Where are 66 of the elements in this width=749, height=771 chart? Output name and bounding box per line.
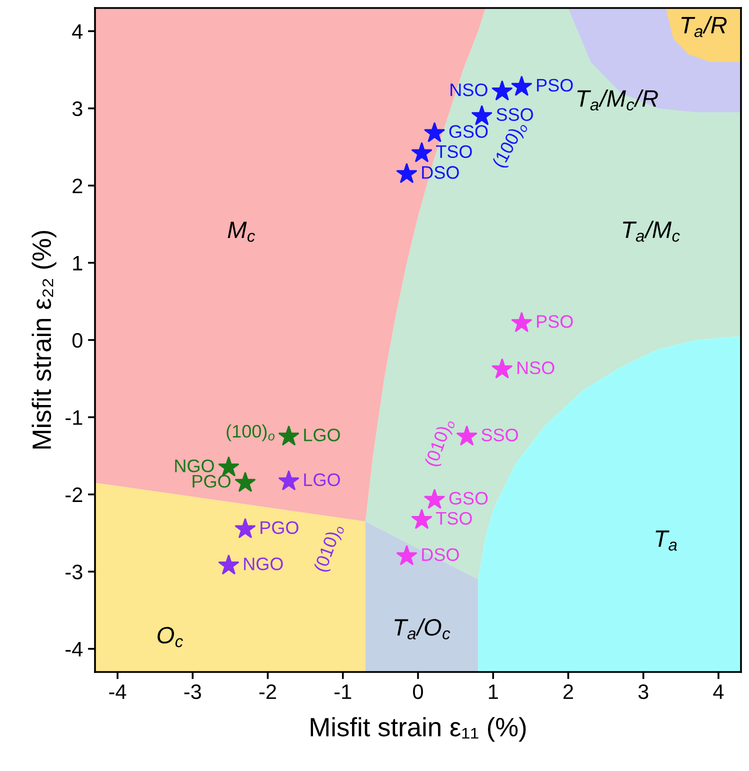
x-tick-label: -3 (184, 684, 201, 700)
text: (010)$_{o}$ (424, 418, 456, 468)
data-label: GSO (449, 492, 488, 505)
point (278, 425, 300, 446)
data-label: PSO (537, 315, 573, 328)
annotation: T$_{a}$/M$_{c}$ (622, 220, 680, 242)
data-label: NSO (450, 83, 488, 96)
point (278, 470, 300, 490)
y-tick-label: 4 (72, 24, 83, 39)
data-label: TSO (436, 512, 472, 525)
point (234, 472, 256, 492)
series-label: (100)$_{o}$ (226, 424, 275, 442)
point (424, 488, 446, 509)
data-label: PSO (537, 78, 573, 92)
point (424, 122, 446, 142)
point (411, 508, 432, 530)
x-tick-label: 3 (638, 684, 648, 700)
data-label: SSO (482, 428, 518, 442)
data-label: LGO (304, 428, 340, 442)
y-tick-label: -2 (66, 487, 82, 502)
x-tick-label: 2 (563, 684, 573, 699)
point (396, 162, 418, 184)
annotation: T$_{a}$ (656, 530, 677, 551)
x-tick-label: 1 (488, 684, 498, 699)
y-axis-title: Misfit strain ε₂₂ (%) (32, 230, 56, 449)
y-tick-label: 1 (73, 256, 82, 270)
y-tick-label: -4 (66, 642, 83, 656)
x-tick-label: 0 (413, 684, 423, 700)
x-tick-label: -1 (334, 684, 352, 699)
y-tick-label: -3 (66, 564, 82, 580)
text: (100)$_{o}$ (492, 120, 529, 170)
data-label: GSO (449, 125, 488, 138)
point (456, 425, 478, 446)
annotation: T$_{a}$/O$_{c}$ (394, 618, 450, 640)
data-label: TSO (436, 145, 472, 158)
annotation: M$_{c}$ (228, 222, 256, 242)
point (471, 104, 492, 126)
data-label: PGO (260, 521, 298, 534)
y-tick-label: 2 (72, 178, 82, 194)
data-label: PGO (192, 474, 230, 488)
x-tick-label: -2 (259, 684, 276, 699)
data-label: LGO (304, 473, 340, 486)
annotation: T$_{a}$/M$_{c}$/R (577, 90, 658, 111)
point (411, 142, 432, 162)
point (492, 358, 513, 378)
point (396, 545, 418, 566)
point (492, 80, 513, 101)
y-tick-label: 3 (72, 101, 82, 116)
point (234, 518, 256, 538)
data-label: SSO (496, 108, 534, 121)
text: (010)$_{o}$ (313, 522, 346, 574)
point (218, 554, 240, 575)
x-axis-title: Misfit strain ε₁₁ (%) (310, 717, 526, 742)
data-label: NGO (175, 459, 214, 472)
annotation: O$_{c}$ (158, 626, 183, 648)
annotation: T$_{a}$/R (681, 16, 727, 38)
y-tick-label: -1 (66, 410, 82, 425)
point (511, 76, 532, 96)
data-label: DSO (422, 166, 459, 179)
x-tick-label: -4 (109, 684, 126, 699)
point (511, 312, 532, 332)
data-label: NSO (518, 361, 554, 374)
data-label: NGO (244, 558, 283, 570)
x-tick-label: 4 (713, 684, 724, 699)
data-label: DSO (422, 548, 459, 562)
y-tick-label: 0 (72, 333, 82, 348)
